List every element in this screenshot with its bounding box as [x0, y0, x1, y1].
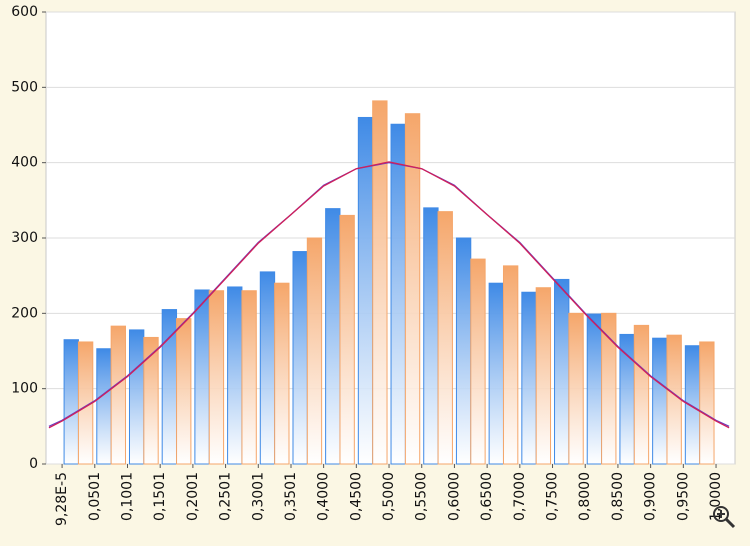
bar	[601, 312, 617, 465]
bar	[227, 286, 243, 465]
bar	[699, 341, 715, 465]
x-tick-label: 0,3501	[283, 472, 299, 521]
bar	[194, 289, 210, 465]
zoom-icon[interactable]	[713, 506, 736, 529]
bar	[306, 237, 323, 465]
bar	[259, 271, 276, 465]
bar	[176, 318, 192, 465]
x-tick-label: 9,28E-5	[54, 472, 70, 526]
x-tick-label: 0,1501	[152, 472, 168, 521]
x-tick-label: 1,0000	[708, 472, 724, 521]
x-tick-label: 0,7000	[512, 472, 528, 521]
bar	[404, 113, 421, 465]
x-tick-label: 0,9000	[643, 472, 659, 521]
y-tick-label: 100	[11, 381, 38, 397]
bar	[339, 214, 355, 465]
bar	[535, 287, 552, 465]
bar	[488, 282, 504, 465]
y-tick-label: 200	[11, 305, 38, 321]
bar	[586, 313, 603, 465]
bar	[455, 237, 472, 465]
bar	[143, 336, 159, 465]
bar	[568, 312, 584, 465]
bar	[357, 116, 374, 465]
bar	[325, 208, 341, 465]
bar	[274, 282, 290, 465]
bar	[292, 251, 308, 465]
bar	[128, 329, 145, 465]
bar	[684, 345, 701, 465]
x-tick-label: 0,2001	[185, 472, 201, 521]
bar	[423, 207, 439, 465]
x-tick-label: 0,6000	[446, 472, 462, 521]
bar	[633, 324, 650, 465]
x-tick-label: 0,5000	[381, 472, 397, 521]
x-tick-label: 0,6500	[479, 472, 495, 521]
x-tick-label: 0,0501	[87, 472, 103, 521]
bar	[437, 211, 453, 465]
y-tick-label: 400	[11, 155, 38, 171]
x-tick-label: 0,5500	[414, 472, 430, 521]
x-tick-label: 0,4000	[316, 472, 332, 521]
y-tick-label: 500	[11, 79, 38, 95]
bar	[372, 100, 388, 465]
fit-curve	[48, 161, 730, 429]
x-tick-label: 0,3001	[250, 472, 266, 521]
bar	[470, 258, 486, 465]
bar	[502, 265, 519, 465]
bar	[554, 278, 570, 465]
x-tick-label: 0,8500	[610, 472, 626, 521]
x-tick-label: 0,7500	[545, 472, 561, 521]
bar	[96, 348, 112, 465]
bar	[110, 325, 126, 465]
x-tick-label: 0,9500	[675, 472, 691, 521]
bar	[652, 337, 668, 465]
y-tick-label: 600	[11, 4, 38, 20]
bar	[521, 291, 537, 465]
y-tick-label: 300	[11, 230, 38, 246]
y-tick-label: 0	[29, 456, 38, 472]
x-tick-label: 0,8000	[577, 472, 593, 521]
bar	[666, 334, 682, 465]
x-tick-label: 0,2501	[218, 472, 234, 521]
x-tick-label: 0,4500	[348, 472, 364, 521]
bar	[63, 339, 79, 465]
bar	[208, 290, 225, 465]
bar	[390, 123, 406, 465]
x-tick-label: 0,1001	[119, 472, 135, 521]
bar	[241, 290, 257, 465]
